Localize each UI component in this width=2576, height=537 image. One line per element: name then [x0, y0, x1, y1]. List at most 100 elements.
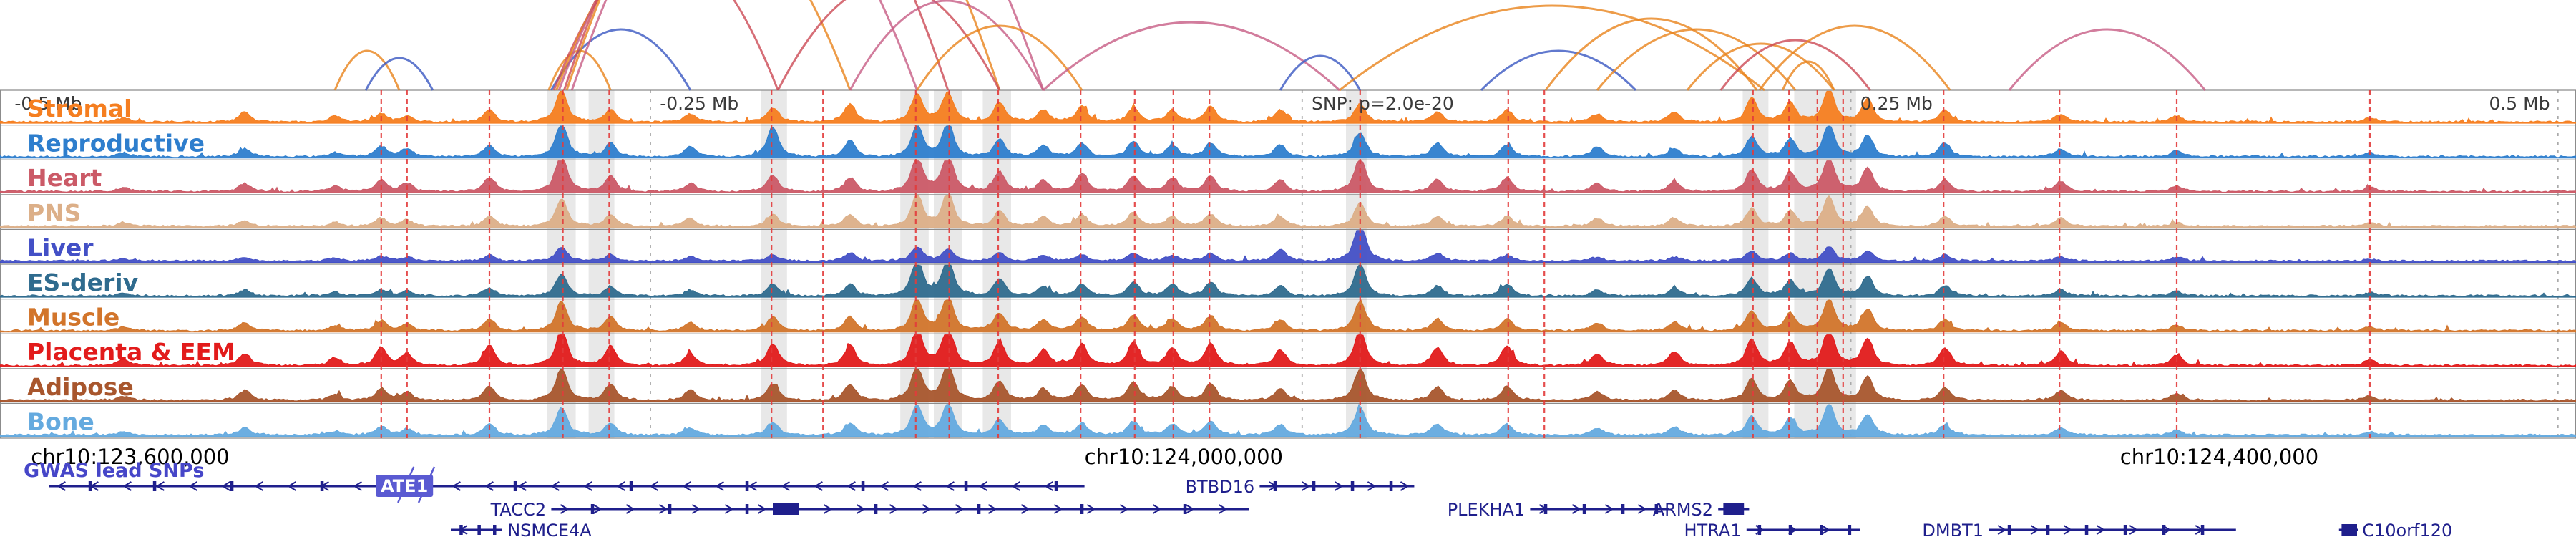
gene-exon [668, 504, 672, 514]
signal-area-es-deriv[interactable] [0, 264, 2576, 298]
gene-strand-chevron [1086, 504, 1096, 514]
interaction-arc[interactable] [557, 0, 919, 91]
track-label-liver[interactable]: Liver [27, 233, 94, 261]
gene-exon [2084, 525, 2089, 535]
gene-exon [1350, 481, 1355, 491]
track-label-bone[interactable]: Bone [27, 407, 94, 435]
gene-label-HTRA1[interactable]: HTRA1 [1684, 521, 1741, 537]
interaction-arc[interactable] [2008, 28, 2206, 91]
gene-strand-chevron [748, 481, 757, 491]
gene-exon [1820, 525, 1823, 535]
interaction-arc[interactable] [364, 57, 434, 91]
interaction-arc[interactable] [333, 49, 401, 91]
interaction-arc[interactable] [916, 24, 1083, 91]
gene-strand-chevron [889, 504, 899, 514]
track-label-stromal[interactable]: Stromal [27, 95, 132, 122]
gene-strand-chevron [649, 481, 658, 491]
signal-area-placenta-eem[interactable] [0, 334, 2576, 367]
interaction-arc[interactable] [565, 0, 1001, 91]
gene-label-ATE1[interactable]: ATE1 [381, 476, 428, 496]
gene-exon [1582, 504, 1586, 514]
gene-exon [459, 525, 463, 535]
gene-label-C10orf120[interactable]: C10orf120 [2362, 521, 2452, 537]
gene-label-box-ATE1[interactable] [376, 475, 434, 497]
gene-strand-chevron [287, 481, 296, 491]
gene-strand-chevron [1821, 525, 1830, 535]
interaction-arc[interactable] [562, 0, 950, 91]
gene-strand-chevron [1119, 504, 1129, 514]
gene-label-PLEKHA1[interactable]: PLEKHA1 [1448, 500, 1525, 520]
signal-area-reproductive[interactable] [0, 125, 2576, 159]
track-label-pns[interactable]: PNS [27, 199, 82, 227]
signal-area-liver[interactable] [0, 230, 2576, 263]
gene-strand-chevron [879, 481, 889, 491]
gene-exon [1080, 504, 1084, 514]
gene-strand-chevron [1367, 481, 1377, 491]
track-label-es-deriv[interactable]: ES-deriv [27, 268, 139, 296]
interaction-arc[interactable] [1279, 54, 1362, 91]
gene-exon [964, 481, 968, 491]
gene-strand-chevron [1053, 504, 1063, 514]
gene-exon [88, 481, 92, 491]
coord-label: chr10:123,600,000 [31, 445, 229, 469]
gene-strand-chevron [560, 504, 570, 514]
gene-exon [2123, 525, 2127, 535]
gene-strand-chevron [691, 504, 701, 514]
gene-strand-chevron [912, 481, 922, 491]
gene-exon [2200, 525, 2205, 535]
gene-label-DMBT1[interactable]: DMBT1 [1922, 521, 1984, 537]
interaction-arc[interactable] [776, 0, 1001, 91]
gene-exon-block [1723, 503, 1745, 515]
track-label-reproductive[interactable]: Reproductive [27, 130, 205, 158]
gene-strand-chevron [583, 481, 592, 491]
signal-area-heart[interactable] [0, 160, 2576, 193]
interaction-arc[interactable] [1758, 24, 1951, 91]
gene-exon [745, 481, 749, 491]
gene-strand-chevron [978, 481, 987, 491]
interaction-arc[interactable] [1686, 42, 1835, 91]
interaction-arc[interactable] [1781, 60, 1835, 91]
gene-exon [1654, 504, 1659, 514]
gene-label-BTBD16[interactable]: BTBD16 [1186, 477, 1255, 497]
gene-exon-block [2341, 524, 2357, 536]
interaction-arc[interactable] [1544, 17, 1758, 91]
track-label-heart[interactable]: Heart [27, 164, 102, 192]
gene-exon [230, 481, 234, 491]
interaction-arc[interactable] [849, 0, 1045, 91]
gene-strand-chevron [517, 481, 527, 491]
signal-area-muscle[interactable] [0, 299, 2576, 333]
track-label-adipose[interactable]: Adipose [27, 373, 134, 401]
gene-strand-chevron [221, 481, 230, 491]
gene-strand-chevron [2030, 525, 2040, 535]
gene-strand-chevron [254, 481, 263, 491]
gene-exon [861, 481, 865, 491]
gene-strand-chevron [823, 504, 833, 514]
signal-area-adipose[interactable] [0, 369, 2576, 402]
mb-label: -0.5 Mb [14, 93, 82, 114]
signal-area-stromal[interactable] [0, 90, 2576, 124]
interaction-arc[interactable] [1480, 49, 1637, 92]
gene-strand-chevron [757, 504, 767, 514]
interaction-arc[interactable] [1339, 4, 1765, 92]
gene-exon [477, 525, 481, 535]
signal-area-bone[interactable] [0, 403, 2576, 437]
gene-exon-block [773, 503, 799, 515]
interaction-arc[interactable] [550, 28, 692, 91]
gene-strand-chevron [1637, 504, 1647, 514]
interaction-arc[interactable] [1596, 28, 1797, 91]
interaction-arc[interactable] [1042, 21, 1341, 92]
gene-label-NSMCE4A[interactable]: NSMCE4A [507, 521, 592, 537]
interaction-arc[interactable] [1719, 39, 1871, 91]
gene-strand-chevron [2129, 525, 2139, 535]
gene-exon [745, 504, 749, 514]
gene-strand-chevron [987, 504, 997, 514]
signal-area-pns[interactable] [0, 195, 2576, 228]
gene-exon [629, 481, 633, 491]
gene-label-ARMS2[interactable]: ARMS2 [1653, 500, 1713, 520]
gene-label-TACC2[interactable]: TACC2 [490, 500, 547, 520]
track-label-placenta-eem[interactable]: Placenta & EEM [27, 338, 235, 366]
gene-strand-chevron [1011, 481, 1020, 491]
track-label-muscle[interactable]: Muscle [27, 304, 119, 332]
